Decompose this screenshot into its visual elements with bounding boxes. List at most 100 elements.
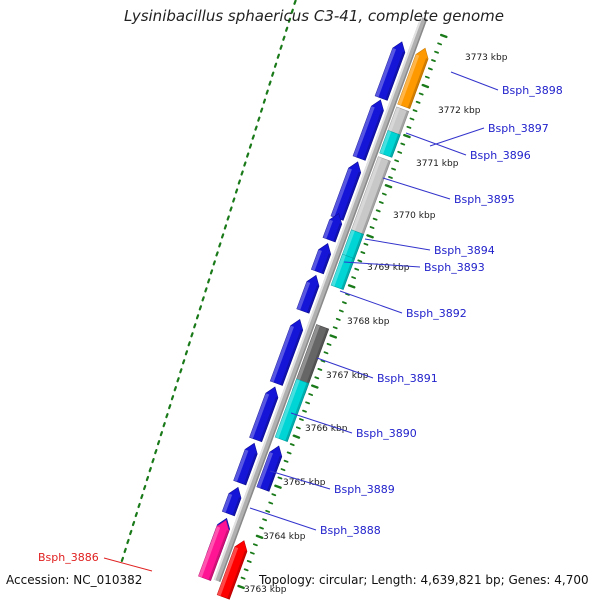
gene-inner-5[interactable] [310, 243, 332, 275]
scale-minor-tick [391, 167, 396, 171]
leader-line-bsph_3894 [364, 238, 431, 251]
scale-minor-tick [354, 267, 360, 271]
gc-skew-dash [193, 323, 197, 329]
scale-minor-tick [400, 142, 406, 146]
gene-inner-9[interactable] [233, 442, 258, 486]
gene-inner-10[interactable] [221, 486, 242, 517]
gene-shadow [389, 134, 401, 158]
gene-outer-4[interactable] [344, 156, 391, 252]
leader-line-bsph_3888 [249, 507, 317, 531]
gene-label-bsph_3896[interactable]: Bsph_3896 [470, 149, 531, 162]
gc-skew-dash [184, 350, 189, 356]
gc-skew-dash [265, 89, 269, 95]
gene-inner-4[interactable] [322, 212, 343, 243]
gc-skew-dash [220, 233, 225, 239]
tick-label-group: 3773 kbp 3772 kbp 3771 kbp 3770 kbp 3769 kbp… [244, 53, 508, 595]
genome-backbone[interactable] [213, 16, 428, 583]
gene-label-bsph_3886[interactable]: Bsph_3886 [38, 551, 99, 564]
gene-inner-12[interactable] [198, 519, 230, 581]
scale-minor-tick [412, 109, 418, 113]
scale-major-tick [384, 184, 393, 189]
scale-major-tick [421, 83, 430, 89]
gene-highlight [323, 219, 333, 239]
gene-feature [296, 274, 320, 314]
gene-label-bsph_3894[interactable]: Bsph_3894 [434, 244, 495, 257]
leader-line-bsph_3897 [429, 127, 485, 147]
gene-label-bsph_3889[interactable]: Bsph_3889 [334, 483, 395, 496]
gene-inner-2[interactable] [352, 99, 384, 161]
gene-inner-6[interactable] [296, 274, 320, 314]
gc-skew-dash [285, 26, 289, 32]
gc-skew-dash [165, 413, 169, 419]
gene-outer-1[interactable] [397, 47, 429, 110]
gene-outer-8[interactable] [274, 378, 310, 443]
gc-skew-dash [226, 215, 230, 221]
scale-minor-tick [252, 543, 258, 547]
gc-skew-dash [229, 206, 233, 212]
ruler-tick-label: 3768 kbp [347, 317, 390, 327]
leader-line-bsph_3892 [339, 290, 403, 314]
gc-skew-dash [207, 278, 211, 284]
gene-outer-9[interactable] [256, 445, 283, 492]
gene-label-bsph_3888[interactable]: Bsph_3888 [320, 524, 381, 537]
gene-highlight [330, 168, 352, 218]
leader-line-bsph_3890 [290, 412, 353, 434]
scale-minor-tick [427, 67, 433, 71]
gene-highlight [222, 493, 233, 513]
gc-skew-dash [246, 152, 250, 158]
scale-minor-tick [357, 259, 363, 263]
gene-shadow [208, 530, 229, 581]
gene-label-bsph_3897[interactable]: Bsph_3897 [488, 122, 549, 135]
leader-line-group [103, 71, 499, 572]
gc-skew-dash [129, 529, 133, 536]
gene-highlight [331, 254, 346, 287]
gene-outer-3[interactable] [379, 130, 401, 158]
gene-outer-7[interactable] [292, 324, 330, 396]
forward-strand-track[interactable] [216, 47, 429, 600]
gene-shadow [266, 455, 282, 492]
gc-skew-dash [140, 493, 144, 500]
gc-skew-dash [271, 71, 275, 77]
scale-minor-tick [305, 401, 310, 405]
gene-label-bsph_3890[interactable]: Bsph_3890 [356, 427, 417, 440]
gene-outer-6[interactable] [330, 253, 356, 291]
gene-feature [330, 161, 362, 221]
gc-skew-dash [156, 440, 161, 446]
gene-label-bsph_3898[interactable]: Bsph_3898 [502, 84, 563, 97]
gene-inner-1[interactable] [374, 41, 406, 101]
gc-skew-dash [134, 511, 138, 518]
scale-minor-tick [372, 217, 378, 221]
reverse-strand-track[interactable] [198, 41, 406, 581]
gc-skew-dash [195, 314, 200, 320]
gene-feature [274, 378, 310, 443]
ruler-tick-label: 3771 kbp [416, 159, 459, 169]
backbone-bar [213, 16, 428, 583]
gene-feature [322, 212, 343, 243]
scale-minor-tick [317, 367, 323, 371]
gene-inner-8[interactable] [249, 386, 279, 443]
gene-inner-3[interactable] [330, 161, 362, 221]
leader-line-bsph_3893 [343, 261, 421, 268]
gene-label-bsph_3893[interactable]: Bsph_3893 [424, 261, 485, 274]
gene-outer-10[interactable] [216, 540, 248, 600]
gc-skew-dash [159, 431, 164, 437]
scale-minor-tick [283, 459, 289, 463]
gene-feature [374, 41, 406, 101]
leader-line-bsph_3896 [405, 132, 467, 156]
gene-inner-7[interactable] [269, 318, 304, 386]
gene-label-bsph_3891[interactable]: Bsph_3891 [377, 372, 438, 385]
scale-major-tick [311, 384, 319, 389]
gc-skew-dash [151, 457, 155, 464]
gc-skew-dash [276, 53, 280, 59]
gene-highlight [379, 130, 392, 155]
scale-major-tick [439, 33, 448, 39]
gene-shadow [259, 396, 278, 442]
gene-label-bsph_3892[interactable]: Bsph_3892 [406, 307, 467, 320]
scale-minor-tick [240, 576, 246, 580]
gene-label-group[interactable]: Bsph_3898 Bsph_3897 Bsph_3896 Bsph_3895 Bsph… [38, 84, 563, 564]
gc-skew-dash [212, 260, 216, 266]
gene-highlight [296, 281, 311, 311]
gene-label-bsph_3895[interactable]: Bsph_3895 [454, 193, 515, 206]
